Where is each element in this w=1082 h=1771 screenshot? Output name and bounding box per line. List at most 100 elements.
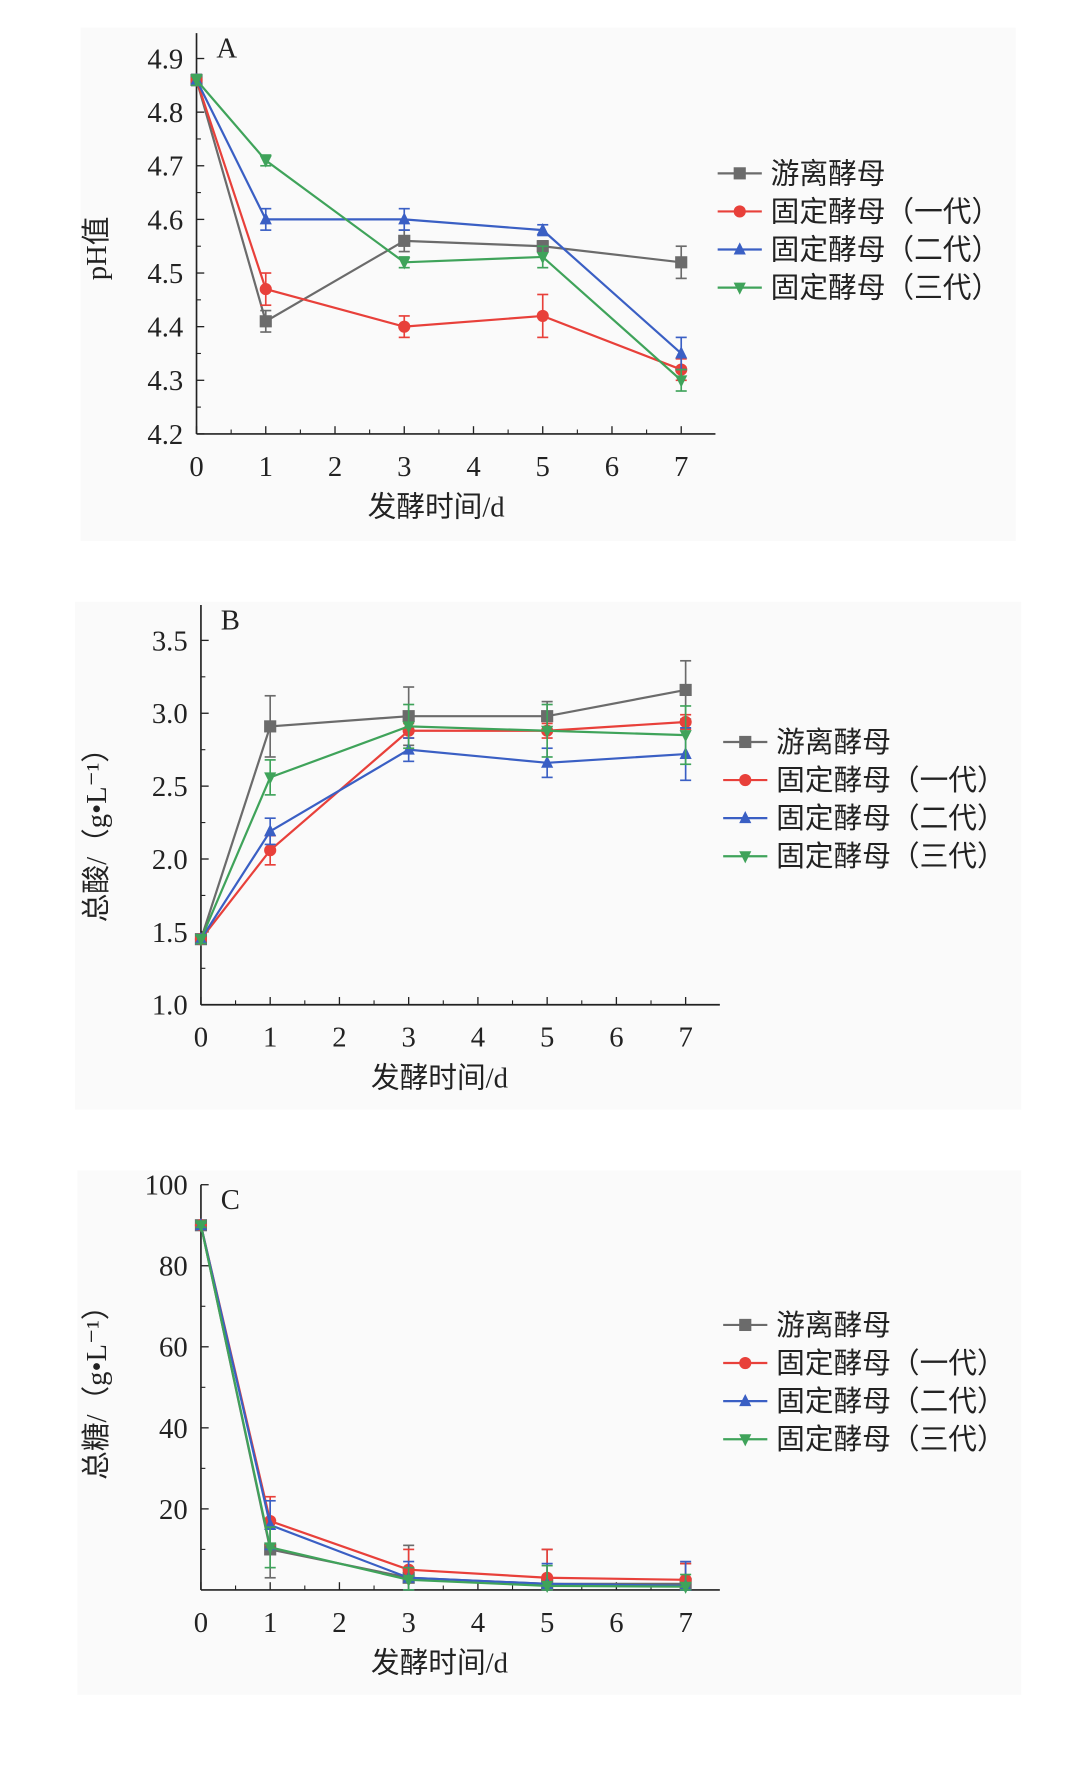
x-tick-label: 4: [471, 1022, 485, 1054]
y-tick-label: 4.8: [147, 97, 183, 129]
legend-label: 固定酵母（二代）: [776, 1386, 1005, 1418]
y-tick-label: 4.3: [147, 365, 183, 397]
x-tick-label: 1: [259, 451, 273, 483]
x-tick-label: 3: [401, 1607, 415, 1639]
data-point: [739, 810, 752, 824]
x-tick-label: 0: [194, 1022, 208, 1054]
panel-label: A: [216, 32, 237, 64]
data-point: [536, 251, 549, 265]
x-tick-label: 6: [609, 1607, 623, 1639]
data-point: [398, 257, 411, 270]
data-point: [541, 755, 554, 768]
y-axis-title: 总酸/（g•L⁻¹）: [81, 734, 113, 922]
y-tick-label: 40: [159, 1413, 188, 1445]
legend-label: 固定酵母（三代）: [776, 1424, 1005, 1456]
data-point: [675, 375, 688, 388]
legend-item: 固定酵母（二代）: [723, 1386, 1006, 1418]
x-axis-title: 发酵时间/d: [371, 1648, 508, 1680]
x-tick-label: 0: [189, 451, 203, 483]
data-point: [194, 1220, 208, 1233]
data-point: [679, 1581, 692, 1594]
y-axis-title: 总糖/（g•L⁻¹）: [81, 1291, 113, 1479]
x-tick-label: 7: [674, 451, 688, 483]
legend-item: 固定酵母（二代）: [717, 234, 1000, 266]
y-tick-label: 2.5: [152, 771, 188, 803]
data-point: [264, 720, 277, 733]
data-point: [541, 725, 554, 738]
legend-label: 固定酵母（一代）: [776, 765, 1005, 797]
x-tick-label: 3: [401, 1022, 415, 1054]
panel-background: [77, 1170, 1022, 1695]
data-point: [536, 222, 549, 236]
data-point: [739, 735, 752, 749]
data-point: [190, 75, 203, 88]
data-point: [679, 730, 692, 743]
data-point: [398, 320, 411, 333]
x-tick-label: 3: [397, 451, 411, 483]
legend-label: 游离酵母: [776, 727, 891, 759]
data-point: [259, 155, 272, 168]
series-3: [190, 73, 688, 392]
x-tick-label: 1: [263, 1022, 277, 1054]
data-point: [259, 283, 272, 296]
data-point: [264, 844, 277, 857]
panel-background: [75, 601, 1022, 1110]
y-tick-label: 4.7: [147, 151, 183, 183]
legend-item: 固定酵母（二代）: [723, 803, 1006, 835]
chart-panel-b: 0 1 2 3 4 5 6 7 1.0 1.5 2.0 2.5 3.0 3.5 B 发酵时间/d 总酸/（g•L…: [75, 601, 1022, 1110]
x-tick-label: 0: [194, 1607, 208, 1639]
x-tick-label: 4: [466, 451, 480, 483]
x-tick-label: 1: [263, 1607, 277, 1639]
chart-panel-c: 0 1 2 3 4 5 6 7 20 40 60 80 100 C 发酵时间/d 总糖/（g•L⁻¹） 游离酵母…: [77, 1170, 1022, 1695]
legend-item: 固定酵母（三代）: [723, 841, 1006, 873]
data-point: [739, 851, 752, 864]
data-point: [264, 1542, 277, 1555]
series-3: [194, 703, 692, 947]
data-point: [739, 1318, 752, 1332]
data-point: [733, 282, 746, 295]
data-point: [739, 1434, 752, 1447]
data-point: [259, 315, 272, 328]
data-point: [259, 212, 272, 225]
y-tick-label: 3.0: [152, 698, 188, 730]
x-tick-label: 5: [540, 1607, 554, 1639]
y-tick-label: 4.2: [147, 419, 183, 451]
data-point: [739, 1356, 752, 1370]
data-point: [675, 256, 688, 269]
legend-item: 游离酵母: [723, 1310, 891, 1342]
y-tick-label: 2.0: [152, 844, 188, 876]
y-tick-label: 100: [145, 1170, 188, 1202]
chart-panel-a: 0 1 2 3 4 5 6 7 4.2 4.3 4.4 4.5 4.6 4.7 4.8 4.9 A 发酵时间/d p…: [80, 27, 1016, 542]
data-point: [194, 934, 208, 947]
x-tick-label: 2: [332, 1607, 346, 1639]
x-axis-title: 发酵时间/d: [368, 492, 505, 524]
series-3: [194, 1220, 692, 1594]
y-tick-label: 4.5: [147, 258, 183, 290]
data-point: [733, 167, 746, 180]
legend-label: 固定酵母（一代）: [776, 1348, 1005, 1380]
y-tick-label: 4.9: [147, 43, 183, 75]
y-tick-label: 4.6: [147, 204, 183, 236]
data-point: [402, 721, 415, 734]
data-point: [739, 773, 752, 787]
x-tick-label: 5: [536, 451, 550, 483]
x-tick-label: 7: [678, 1607, 692, 1639]
x-tick-label: 6: [605, 451, 619, 483]
x-tick-label: 2: [332, 1022, 346, 1054]
data-point: [733, 205, 746, 218]
panel-label: C: [221, 1184, 240, 1216]
y-tick-label: 20: [159, 1494, 188, 1526]
legend-item: 游离酵母: [723, 727, 891, 759]
data-point: [733, 242, 746, 255]
legend-label: 固定酵母（一代）: [771, 196, 1000, 228]
panel-label: B: [221, 604, 240, 636]
y-tick-label: 80: [159, 1251, 188, 1283]
y-tick-label: 60: [159, 1332, 188, 1364]
legend-label: 游离酵母: [771, 158, 886, 190]
x-tick-label: 6: [609, 1022, 623, 1054]
x-tick-label: 2: [328, 451, 342, 483]
series-2: [190, 72, 688, 371]
x-tick-label: 5: [540, 1022, 554, 1054]
data-point: [536, 309, 549, 323]
